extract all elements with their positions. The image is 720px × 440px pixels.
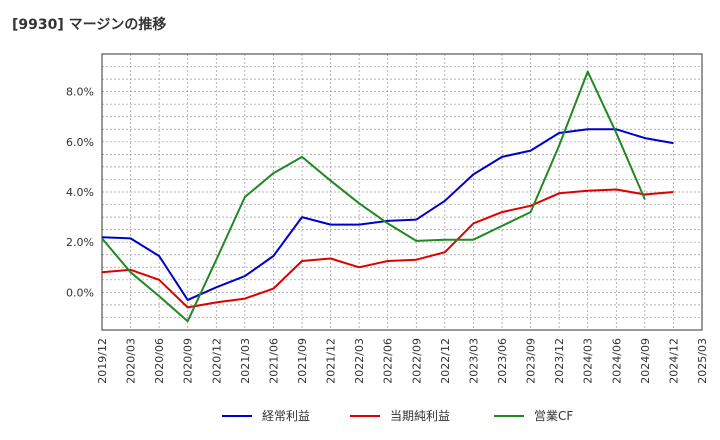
x-tick-label: 2025/03 xyxy=(696,338,709,384)
y-tick-label: 8.0% xyxy=(66,86,94,99)
x-tick-label: 2022/03 xyxy=(353,338,366,384)
x-tick-label: 2021/06 xyxy=(267,338,280,384)
x-tick-label: 2022/09 xyxy=(410,338,423,384)
series-line-3 xyxy=(101,70,646,323)
x-tick-label: 2023/03 xyxy=(467,338,480,384)
legend-label-2: 当期純利益 xyxy=(390,409,450,423)
plot-frame xyxy=(101,53,703,331)
x-tick-label: 2024/06 xyxy=(610,338,623,384)
x-tick-label: 2020/06 xyxy=(153,338,166,384)
x-tick-label: 2024/12 xyxy=(667,338,680,384)
x-tick-label: 2020/03 xyxy=(125,338,138,384)
legend-label-1: 経常利益 xyxy=(262,409,310,423)
x-tick-label: 2024/09 xyxy=(639,338,652,384)
legend-label-3: 営業CF xyxy=(534,409,573,423)
x-tick-label: 2020/12 xyxy=(210,338,223,384)
x-tick-label: 2023/06 xyxy=(496,338,509,384)
chart-title: [9930] マージンの推移 xyxy=(12,17,167,33)
x-tick-label: 2023/12 xyxy=(553,338,566,384)
x-tick-label: 2024/03 xyxy=(582,338,595,384)
x-tick-label: 2021/03 xyxy=(239,338,252,384)
series-line-1 xyxy=(101,128,674,301)
series-line-2 xyxy=(101,188,674,309)
x-tick-label: 2020/09 xyxy=(182,338,195,384)
y-tick-label: 6.0% xyxy=(66,136,94,149)
x-tick-label: 2023/09 xyxy=(525,338,538,384)
x-tick-label: 2022/12 xyxy=(439,338,452,384)
x-tick-label: 2021/09 xyxy=(296,338,309,384)
y-tick-label: 2.0% xyxy=(66,236,94,249)
x-tick-label: 2019/12 xyxy=(96,338,109,384)
x-tick-label: 2021/12 xyxy=(325,338,338,384)
y-tick-label: 0.0% xyxy=(66,286,94,299)
y-tick-label: 4.0% xyxy=(66,186,94,199)
x-tick-label: 2022/06 xyxy=(382,338,395,384)
